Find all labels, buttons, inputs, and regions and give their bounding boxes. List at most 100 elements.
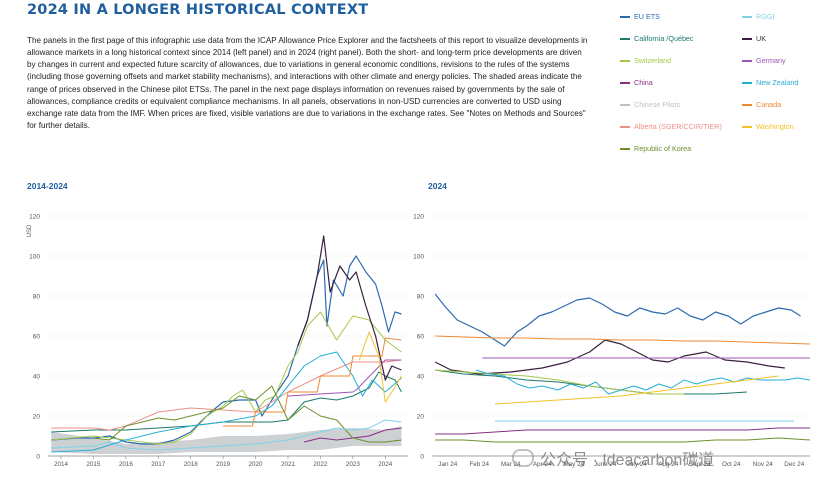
series-line-new-zealand [475,369,811,395]
legend-swatch [742,125,752,128]
x-tick-label: 2018 [184,461,199,468]
legend-swatch [620,37,630,40]
legend-swatch [742,59,752,62]
right-panel-title: 2024 [428,181,447,191]
legend-item: China [620,78,653,87]
chinese-pilots-range-band [51,426,402,454]
legend-label: EU ETS [634,12,660,21]
legend-item: EU ETS [620,12,660,21]
series-line-republic-of-korea [93,385,402,443]
legend-item: Republic of Korea [620,144,691,153]
series-line-california-qu-bec [51,371,402,433]
series-line-eu-ets [51,255,402,445]
legend-swatch [742,81,752,84]
series-line-germany [287,359,402,397]
legend-swatch [742,15,752,18]
x-tick-label: Oct 24 [722,461,741,468]
x-tick-label: 2015 [86,461,101,468]
x-tick-label: 2019 [216,461,231,468]
y-tick-label: 20 [417,414,425,421]
series-line-china [435,427,810,435]
series-line-california-qu-bec [435,369,748,395]
x-tick-label: 2014 [54,461,69,468]
legend-label: Alberta (SGER/CCIR/TIER) [634,122,722,131]
watermark: 公众号 · Ideacarbon碳道 [512,446,714,470]
legend-swatch [620,81,630,84]
legend-label: Germany [756,56,786,65]
legend-label: Canada [756,100,782,109]
legend-label: New Zealand [756,78,799,87]
y-tick-label: 80 [33,294,41,301]
x-tick-label: 2023 [346,461,361,468]
legend-swatch [620,147,630,150]
wechat-icon [512,449,534,467]
series-line-alberta-sger-ccir-tier- [51,359,402,431]
series-line-switzerland [435,369,684,395]
x-tick-label: 2024 [378,461,393,468]
series-line-new-zealand [51,351,402,453]
legend-item: Germany [742,56,786,65]
legend-label: UK [756,34,766,43]
legend-label: Republic of Korea [634,144,692,153]
legend-item: New Zealand [742,78,798,87]
legend-swatch [742,103,752,106]
series-line-china [304,427,402,443]
series-line-republic-of-korea [435,437,811,443]
x-tick-label: Nov 24 [753,461,773,468]
y-tick-label: 120 [413,214,424,221]
series-line-eu-ets [434,293,801,347]
legend-label: California /Québec [634,34,694,43]
legend-label: China [634,78,653,87]
intro-paragraph: The panels in the first page of this inf… [27,36,588,131]
legend-item: Canada [742,100,781,109]
legend-item: Chinese Pilots [620,100,680,109]
x-tick-label: 2021 [281,461,296,468]
x-tick-label: Jan 24 [438,461,457,468]
legend-label: Switzerland [634,56,672,65]
y-tick-label: 100 [413,254,424,261]
y-tick-label: 0 [36,454,40,461]
y-tick-label: 80 [417,294,425,301]
legend-item: UK [742,34,766,43]
x-tick-label: 2022 [313,461,328,468]
legend-item: Washington [742,122,794,131]
y-tick-label: 60 [417,334,425,341]
series-line-switzerland [51,311,402,445]
y-tick-label: 40 [33,374,41,381]
legend-swatch [620,103,630,106]
legend-item: Switzerland [620,56,671,65]
legend-label: RGGI [756,12,775,21]
y-axis-label: USD [27,224,33,237]
watermark-text: 公众号 · Ideacarbon碳道 [540,452,715,469]
x-tick-label: Feb 24 [469,461,489,468]
legend-item: California /Québec [620,34,694,43]
legend-label: Chinese Pilots [634,100,680,109]
series-line-uk [434,339,785,375]
series-line-canada [223,337,402,427]
series-line-washington [358,331,402,403]
series-line-washington [494,375,779,405]
y-tick-label: 40 [417,374,425,381]
left-panel-title: 2014-2024 [27,181,68,191]
series-line-rggi [51,419,402,451]
x-tick-label: 2020 [249,461,264,468]
y-tick-label: 120 [29,214,40,221]
page-title: 2024 IN A LONGER HISTORICAL CONTEXT [27,2,369,18]
legend-label: Washington [756,122,794,131]
y-tick-label: 20 [33,414,41,421]
x-tick-label: 2016 [119,461,134,468]
legend-swatch [742,37,752,40]
series-line-canada [435,335,811,345]
x-tick-label: 2017 [151,461,166,468]
legend-item: Alberta (SGER/CCIR/TIER) [620,122,722,131]
legend-swatch [620,15,630,18]
legend-swatch [620,125,630,128]
y-tick-label: 100 [29,254,40,261]
y-tick-label: 60 [33,334,41,341]
legend-swatch [620,59,630,62]
y-tick-label: 0 [420,454,424,461]
series-line-uk [297,235,402,381]
legend-item: RGGI [742,12,774,21]
x-tick-label: Dec 24 [784,461,804,468]
chart-legend: EU ETS RGGI California /Québec UK Switzerlan… [620,12,820,162]
